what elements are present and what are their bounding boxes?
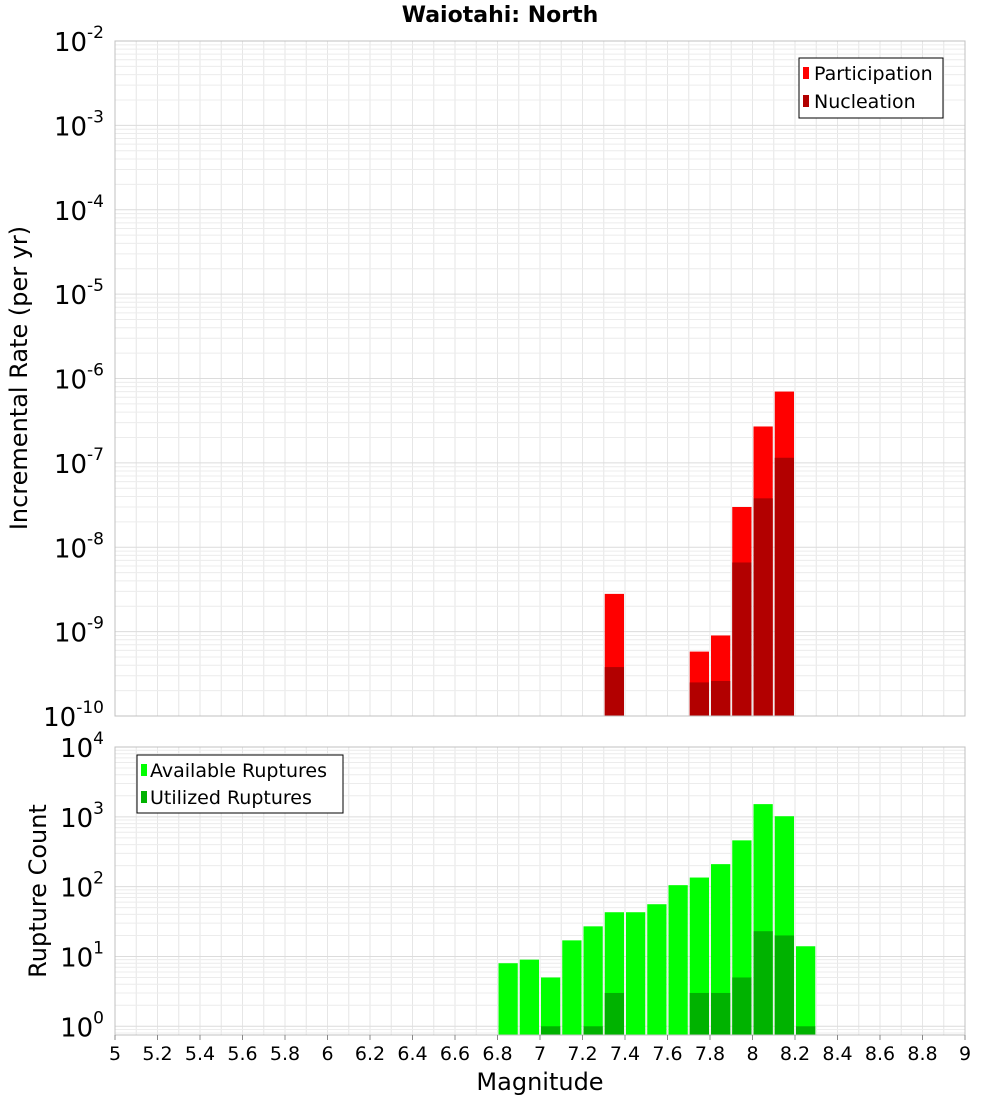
top-bar-nucleation bbox=[689, 682, 709, 716]
legend-swatch-utilized bbox=[141, 791, 147, 803]
bottom-bar-utilized-ruptures bbox=[774, 935, 794, 1035]
bottom-bars bbox=[498, 804, 816, 1035]
x-tick-label: 7 bbox=[534, 1043, 546, 1065]
bottom-bar-available-ruptures bbox=[796, 946, 816, 1035]
bottom-y-tick-label: 100 bbox=[60, 1008, 104, 1043]
top-y-tick-label: 10-2 bbox=[54, 23, 104, 58]
bottom-bar-available-ruptures bbox=[647, 904, 667, 1035]
top-bar-nucleation bbox=[753, 498, 773, 716]
chart-title: Waiotahi: North bbox=[402, 3, 599, 28]
top-bar-nucleation bbox=[732, 562, 752, 716]
legend-label-utilized: Utilized Ruptures bbox=[150, 787, 312, 809]
bottom-legend-box bbox=[136, 754, 344, 814]
bottom-bar-available-ruptures bbox=[626, 912, 646, 1035]
bottom-bar-available-ruptures bbox=[583, 926, 603, 1035]
x-tick-label: 5.6 bbox=[227, 1043, 257, 1065]
x-tick-label: 8 bbox=[746, 1043, 758, 1065]
bottom-legend: Available Ruptures Utilized Ruptures bbox=[136, 754, 344, 814]
bottom-y-tick-label: 102 bbox=[60, 869, 104, 904]
x-tick-label: 6.8 bbox=[482, 1043, 512, 1065]
x-tick-label: 7.2 bbox=[567, 1043, 597, 1065]
bottom-y-tick-label: 104 bbox=[60, 729, 104, 764]
x-tick-label: 7.6 bbox=[652, 1043, 682, 1065]
top-legend-box bbox=[798, 57, 944, 119]
top-y-tick-label: 10-3 bbox=[54, 107, 104, 142]
x-axis-label: Magnitude bbox=[476, 1068, 603, 1096]
bottom-y-tick-label: 101 bbox=[60, 938, 104, 973]
legend-label-participation: Participation bbox=[814, 63, 933, 85]
top-y-tick-label: 10-10 bbox=[43, 698, 104, 733]
x-tick-label: 8.8 bbox=[907, 1043, 937, 1065]
legend-label-nucleation: Nucleation bbox=[814, 91, 916, 113]
bottom-bar-utilized-ruptures bbox=[689, 992, 709, 1035]
top-y-tick-label: 10-8 bbox=[54, 529, 104, 564]
bottom-bar-utilized-ruptures bbox=[541, 1026, 561, 1035]
x-tick-label: 6 bbox=[321, 1043, 333, 1065]
x-tick-label: 6.2 bbox=[355, 1043, 385, 1065]
top-y-tick-label: 10-7 bbox=[54, 445, 104, 480]
top-plot-border bbox=[114, 40, 966, 717]
legend-swatch-participation bbox=[803, 67, 809, 79]
top-y-tick-label: 10-9 bbox=[54, 614, 104, 649]
bottom-bar-utilized-ruptures bbox=[732, 977, 752, 1035]
bottom-bar-available-ruptures bbox=[711, 864, 731, 1035]
bottom-y-ticks: 104 103 102 101 100 bbox=[60, 729, 104, 1043]
bottom-bar-utilized-ruptures bbox=[796, 1026, 816, 1035]
bottom-bar-available-ruptures bbox=[519, 959, 539, 1035]
x-tick-label: 8.4 bbox=[822, 1043, 852, 1065]
bottom-y-tick-label: 103 bbox=[60, 799, 104, 834]
bottom-y-axis-label: Rupture Count bbox=[24, 804, 52, 978]
top-y-tick-label: 10-5 bbox=[54, 276, 104, 311]
top-y-tick-label: 10-6 bbox=[54, 361, 104, 396]
bottom-bar-available-ruptures bbox=[668, 885, 688, 1035]
x-tick-label: 9 bbox=[959, 1043, 971, 1065]
x-tick-label: 5.8 bbox=[270, 1043, 300, 1065]
bottom-bar-available-ruptures bbox=[541, 977, 561, 1035]
top-bar-nucleation bbox=[604, 667, 624, 716]
x-tick-label: 5 bbox=[109, 1043, 121, 1065]
bottom-bar-available-ruptures bbox=[498, 963, 518, 1035]
x-tick-label: 8.2 bbox=[780, 1043, 810, 1065]
x-tick-label: 5.2 bbox=[142, 1043, 172, 1065]
top-y-axis-label: Incremental Rate (per yr) bbox=[5, 226, 33, 530]
top-bar-nucleation bbox=[774, 457, 794, 716]
top-y-tick-label: 10-4 bbox=[54, 192, 104, 227]
bottom-bar-utilized-ruptures bbox=[604, 992, 624, 1035]
x-tick-label: 8.6 bbox=[865, 1043, 895, 1065]
x-tick-label: 6.6 bbox=[440, 1043, 470, 1065]
top-legend: Participation Nucleation bbox=[798, 57, 944, 119]
top-bar-nucleation bbox=[711, 680, 731, 716]
bottom-bar-utilized-ruptures bbox=[711, 992, 731, 1035]
bottom-bar-available-ruptures bbox=[562, 940, 582, 1035]
x-tick-label: 5.4 bbox=[185, 1043, 215, 1065]
legend-label-available: Available Ruptures bbox=[150, 760, 327, 782]
x-tick-label: 7.4 bbox=[610, 1043, 640, 1065]
bottom-bar-utilized-ruptures bbox=[753, 931, 773, 1035]
top-bars bbox=[604, 391, 794, 716]
x-tick-label: 6.4 bbox=[397, 1043, 427, 1065]
legend-swatch-available bbox=[141, 764, 147, 776]
legend-swatch-nucleation bbox=[803, 95, 809, 107]
top-y-ticks: 10-2 10-3 10-4 10-5 10-6 10-7 10-8 10-9 10-10 bbox=[43, 23, 104, 733]
x-tick-label: 7.8 bbox=[695, 1043, 725, 1065]
bottom-bar-utilized-ruptures bbox=[583, 1026, 603, 1035]
top-grid bbox=[114, 41, 966, 717]
x-ticks: 5 5.2 5.4 5.6 5.8 6 6.2 6.4 6.6 6.8 7 7.2 7.4 7.6 7.8 8… bbox=[109, 1035, 971, 1065]
